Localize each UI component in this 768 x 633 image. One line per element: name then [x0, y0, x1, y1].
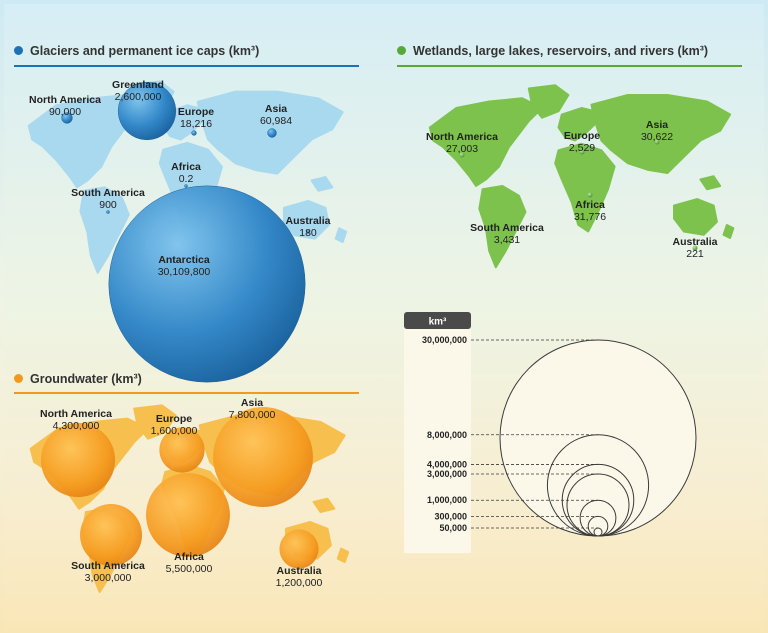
- groundwater-asia-bubble: [213, 407, 313, 507]
- wetlands-europe-value-label: 2,529: [569, 142, 595, 154]
- wetlands-asia-name-label: Asia: [646, 119, 668, 131]
- groundwater-africa-name-label: Africa: [174, 551, 204, 563]
- wetlands-map: [428, 84, 735, 269]
- groundwater-rule: [14, 392, 359, 394]
- groundwater-europe-value-label: 1,600,000: [151, 425, 198, 437]
- glaciers-asia-bubble: [267, 128, 277, 138]
- wetlands-europe-bubble: [579, 149, 585, 155]
- scale-circle: [499, 339, 697, 537]
- scale-value-label: 50,000: [439, 523, 467, 533]
- scale-legend: km³ 30,000,000 8,000,000 4,000,0003,000,000…: [404, 312, 697, 553]
- glaciers-south-america-bubble: [106, 210, 110, 214]
- groundwater-south-america-bubble: [80, 504, 142, 566]
- glaciers-africa-name-label: Africa: [171, 161, 201, 173]
- australia-shape: [282, 199, 330, 240]
- europe-shape: [557, 107, 596, 142]
- scale-header-label: km³: [429, 317, 447, 328]
- groundwater-north-america-bubble: [40, 422, 116, 498]
- glaciers-bullet-icon: [14, 46, 23, 55]
- wetlands-north-america-value-label: 27,003: [446, 143, 478, 155]
- wetlands-asia-value-label: 30,622: [641, 131, 673, 143]
- glaciers-asia-name-label: Asia: [265, 103, 287, 115]
- glaciers-africa-value-label: 0.2: [179, 173, 194, 185]
- wetlands-title: Wetlands, large lakes, reservoirs, and r…: [397, 44, 708, 58]
- wetlands-rule: [397, 65, 742, 67]
- glaciers-europe-value-label: 18,216: [180, 118, 212, 130]
- groundwater-australia-value-label: 1,200,000: [276, 577, 323, 589]
- glaciers-rule: [14, 65, 359, 67]
- northAmerica-shape: [428, 97, 543, 187]
- asia-shape: [590, 94, 732, 174]
- groundwater-bullet-icon: [14, 374, 23, 383]
- australia-shape: [673, 198, 718, 236]
- wetlands-australia-name-label: Australia: [673, 236, 718, 248]
- glaciers-australia-bubble: [306, 230, 310, 234]
- wetlands-asia-bubble: [654, 139, 660, 145]
- glaciers-antarctica-value-label: 30,109,800: [158, 266, 211, 278]
- glaciers-north-america-name-label: North America: [29, 94, 101, 106]
- glaciers-greenland-bubble: [117, 81, 177, 141]
- wetlands-australia-value-label: 221: [686, 248, 704, 260]
- scale-value-column: [404, 329, 471, 553]
- glaciers-antarctica-name-label: Antarctica: [158, 254, 210, 266]
- wetlands-australia-bubble: [692, 245, 698, 251]
- glaciers-europe-name-label: Europe: [178, 106, 214, 118]
- wetlands-africa-name-label: Africa: [575, 199, 605, 211]
- glaciers-south-america-value-label: 900: [99, 199, 117, 211]
- wetlands-bullet-icon: [397, 46, 406, 55]
- glaciers-title: Glaciers and permanent ice caps (km³): [14, 44, 259, 58]
- wetlands-africa-value-label: 31,776: [574, 211, 606, 223]
- glaciers-greenland-value-label: 2,600,000: [115, 91, 162, 103]
- scale-value-label: 1,000,000: [427, 495, 467, 505]
- islands-shape: [699, 175, 735, 239]
- glaciers-south-america-name-label: South America: [71, 187, 145, 199]
- glaciers-australia-name-label: Australia: [286, 215, 331, 227]
- glaciers-north-america-bubble: [61, 112, 73, 124]
- bubbles-layer: [40, 81, 698, 569]
- groundwater-europe-name-label: Europe: [156, 413, 192, 425]
- glaciers-asia-value-label: 60,984: [260, 115, 292, 127]
- northAmerica-shape: [27, 94, 148, 189]
- groundwater-africa-bubble: [146, 473, 230, 557]
- groundwater-australia-bubble: [279, 529, 319, 569]
- glaciers-europe-bubble: [191, 130, 197, 136]
- groundwater-north-america-value-label: 4,300,000: [53, 420, 100, 432]
- groundwater-asia-name-label: Asia: [241, 397, 263, 409]
- greenland-shape: [133, 404, 177, 440]
- scale-value-label: 4,000,000: [427, 459, 467, 469]
- groundwater-south-america-value-label: 3,000,000: [85, 572, 132, 584]
- groundwater-africa-value-label: 5,500,000: [166, 563, 213, 575]
- greenland-shape: [527, 84, 570, 119]
- groundwater-south-america-name-label: South America: [71, 560, 145, 572]
- southAmerica-shape: [478, 185, 527, 269]
- southAmerica-shape: [79, 186, 130, 274]
- scale-value-label: 3,000,000: [427, 469, 467, 479]
- glaciers-north-america-value-label: 90,000: [49, 106, 81, 118]
- scale-value-label: 30,000,000: [422, 335, 467, 345]
- wetlands-africa-bubble: [587, 192, 593, 198]
- scale-header-box: [404, 312, 471, 329]
- groundwater-europe-bubble: [159, 427, 205, 473]
- wetlands-south-america-bubble: [504, 237, 510, 243]
- wetlands-south-america-value-label: 3,431: [494, 234, 520, 246]
- wetlands-europe-name-label: Europe: [564, 130, 600, 142]
- scale-value-label: 8,000,000: [427, 430, 467, 440]
- glaciers-africa-bubble: [184, 184, 188, 188]
- groundwater-asia-value-label: 7,800,000: [229, 409, 276, 421]
- islands-shape: [310, 176, 348, 244]
- groundwater-north-america-name-label: North America: [40, 408, 112, 420]
- groundwater-australia-name-label: Australia: [277, 565, 322, 577]
- glaciers-australia-value-label: 180: [299, 227, 317, 239]
- wetlands-north-america-name-label: North America: [426, 131, 498, 143]
- groundwater-title: Groundwater (km³): [14, 372, 142, 386]
- islands-shape: [312, 497, 350, 563]
- wetlands-south-america-name-label: South America: [470, 222, 544, 234]
- glaciers-greenland-name-label: Greenland: [112, 79, 164, 91]
- wetlands-north-america-bubble: [459, 152, 465, 158]
- africa-shape: [554, 142, 616, 233]
- scale-value-label: 300,000: [434, 511, 467, 521]
- glaciers-antarctica-bubble: [108, 185, 306, 383]
